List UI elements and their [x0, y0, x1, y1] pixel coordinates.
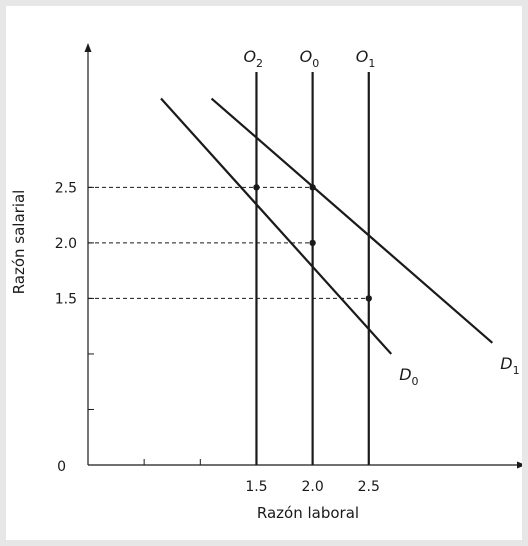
demand-label-D1: D1 [500, 354, 519, 377]
chart-panel: Razón laboral Razón salarial 0 1.5 2.0 2.5… [6, 6, 526, 540]
y-tick-label: 2.0 [55, 236, 77, 252]
supply-label-O2: O2 [243, 47, 263, 70]
x-tick-label: 2.0 [301, 479, 323, 495]
x-axis-arrow [517, 461, 526, 469]
equilibrium-point [365, 295, 372, 302]
y-axis-arrow [84, 43, 92, 52]
x-tick-label: 2.5 [358, 479, 380, 495]
y-axis-label: Razón salarial [10, 190, 28, 295]
y-tick-label: 1.5 [55, 291, 77, 307]
equilibrium-point [309, 239, 316, 247]
y-tick-label: 2.5 [55, 180, 77, 196]
equilibrium-point [253, 184, 260, 191]
equilibrium-point [309, 184, 316, 191]
demand-curve-D0 [160, 97, 393, 355]
labor-market-chart: Razón laboral Razón salarial 0 1.5 2.0 2.5… [10, 43, 526, 522]
supply-label-O1: O1 [356, 47, 376, 70]
demand-curve-D1 [210, 97, 494, 344]
supply-label-O0: O0 [300, 47, 320, 70]
origin-label: 0 [57, 459, 66, 475]
x-axis-label: Razón laboral [257, 504, 359, 522]
demand-label-D0: D0 [399, 365, 418, 388]
x-tick-label: 1.5 [245, 479, 267, 495]
